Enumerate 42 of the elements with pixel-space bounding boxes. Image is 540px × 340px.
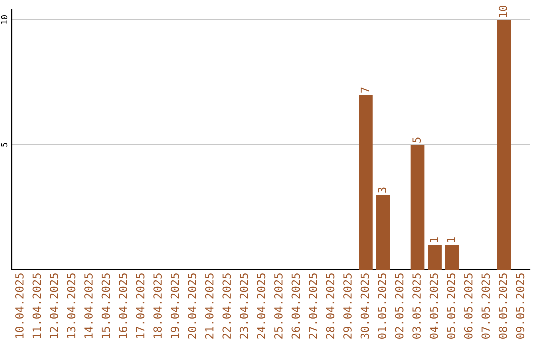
x-tick-label: 30.04.2025 — [360, 274, 370, 339]
x-tick-label: 23.04.2025 — [240, 274, 248, 339]
x-tick-label: 19.04.2025 — [170, 274, 180, 338]
x-tick-label: 11.04.2025 — [32, 274, 42, 338]
data-label: 5 — [412, 138, 422, 143]
data-label: 1 — [447, 238, 456, 242]
x-tick-label: 06.05.2025 — [464, 274, 473, 339]
data-label: 10 — [498, 6, 508, 18]
data-label: 7 — [360, 88, 370, 93]
x-tick-label: 21.04.2025 — [205, 274, 214, 339]
x-tick-label: 07.05.2025 — [482, 274, 490, 339]
x-tick-label: 17.04.2025 — [136, 274, 145, 338]
x-tick-label: 27.04.2025 — [309, 274, 318, 339]
bar — [359, 95, 373, 270]
x-tick-label: 18.04.2025 — [154, 274, 162, 338]
bar — [410, 145, 425, 270]
x-tick-label: 28.04.2025 — [326, 274, 335, 339]
x-tick-label: 22.04.2025 — [222, 274, 232, 339]
x-tick-label: 13.04.2025 — [67, 274, 76, 338]
bar — [428, 245, 442, 270]
x-tick-label: 16.04.2025 — [119, 274, 128, 338]
x-tick-label: 14.04.2025 — [84, 274, 93, 338]
x-tick-label: 24.04.2025 — [257, 274, 266, 339]
x-tick-label: 25.04.2025 — [274, 274, 283, 339]
bar — [497, 20, 512, 270]
x-tick-label: 15.04.2025 — [102, 274, 110, 338]
data-label: 1 — [430, 238, 438, 242]
x-tick-label: 05.05.2025 — [447, 274, 456, 339]
x-tick-label: 20.04.2025 — [188, 274, 197, 339]
data-label: 3 — [378, 188, 386, 193]
x-tick-label: 02.05.2025 — [395, 274, 404, 339]
x-tick-label: 12.04.2025 — [50, 274, 58, 338]
bar — [376, 195, 390, 270]
x-tick-label: 04.05.2025 — [430, 274, 438, 339]
x-tick-label: 03.05.2025 — [412, 274, 422, 339]
x-tick-label: 01.05.2025 — [378, 274, 386, 339]
bar — [445, 245, 460, 270]
x-tick-label: 29.04.2025 — [344, 274, 352, 339]
x-tick-label: 08.05.2025 — [498, 274, 508, 339]
x-tick-label: 26.04.2025 — [292, 274, 300, 339]
x-tick-label: 09.05.2025 — [516, 274, 525, 339]
x-tick-label: 10.04.2025 — [15, 274, 24, 338]
